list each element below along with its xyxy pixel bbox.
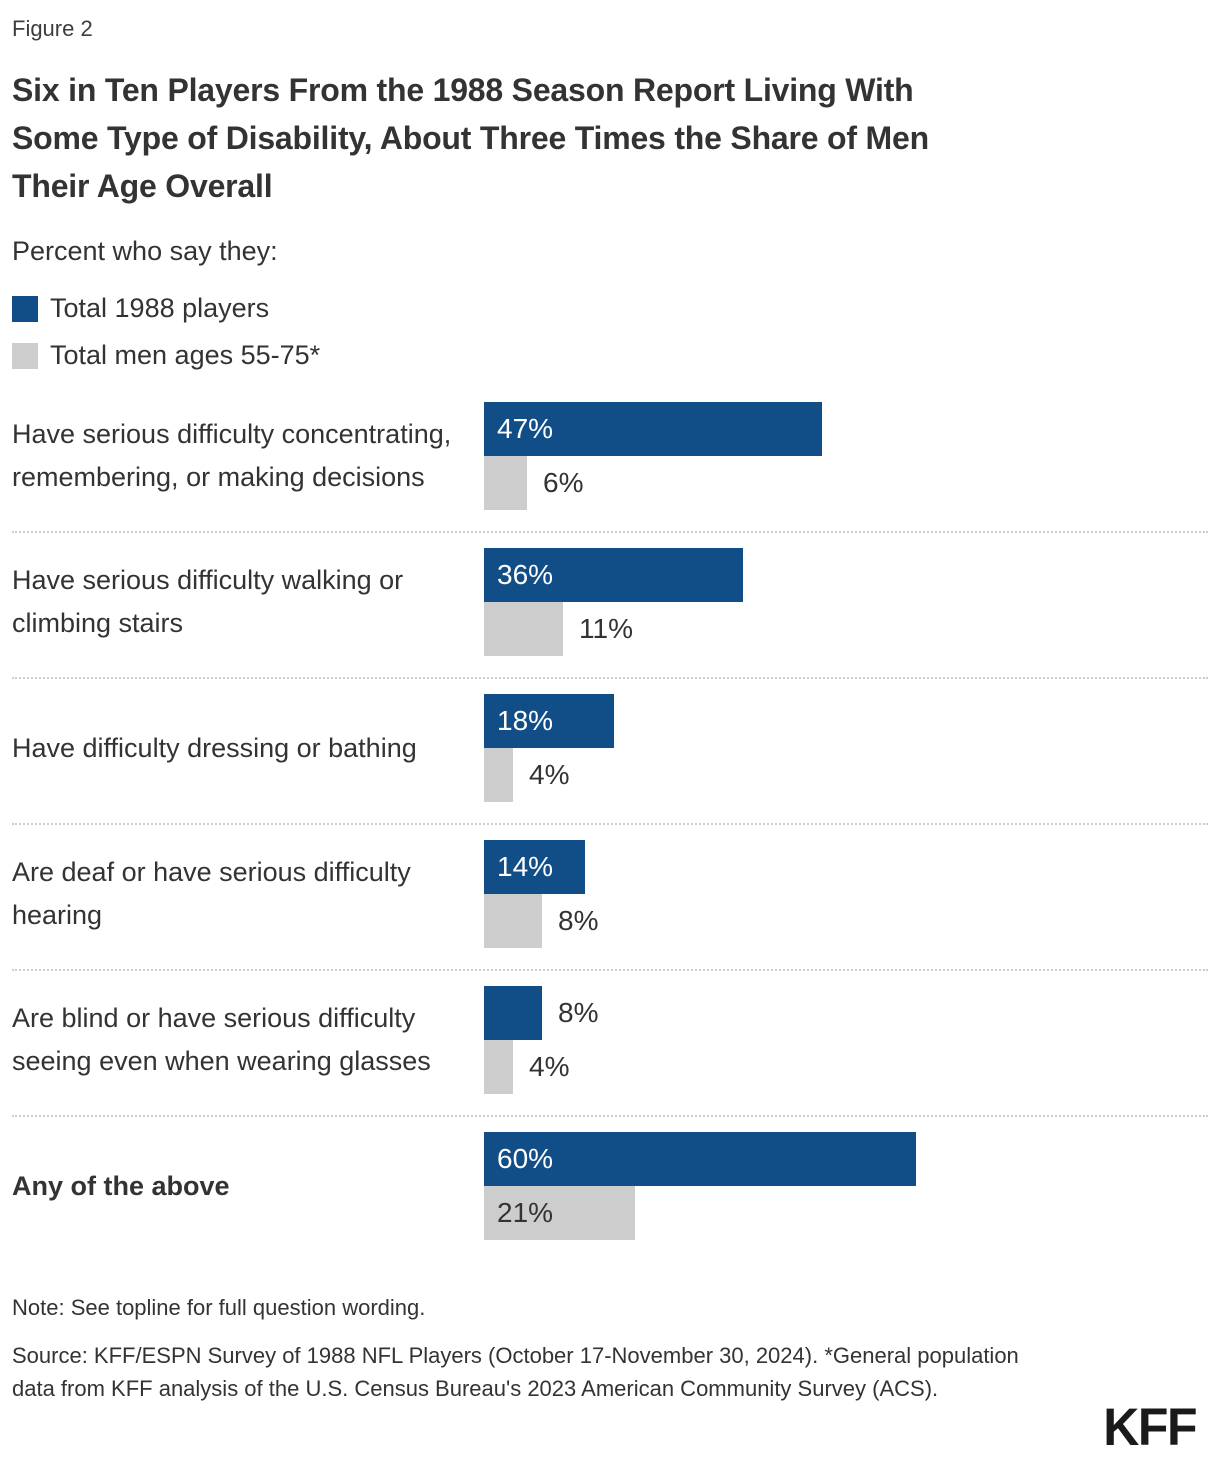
legend-swatch-players [12,295,38,322]
legend-swatch-men [12,342,38,369]
category-label: Have serious difficulty walking or climb… [12,565,404,638]
bar-line-players: 60% [484,1132,1208,1186]
bar-line-players: 8% [484,986,1208,1040]
bar-line-men: 8% [484,894,1208,948]
bar-line-men: 11% [484,602,1208,656]
chart-title-line-2: Some Type of Disability, About Three Tim… [12,120,929,156]
bar-players [484,986,542,1040]
bar-men [484,748,513,802]
bar-men [484,894,542,948]
chart-row: Have serious difficulty walking or climb… [12,533,1208,679]
bar-players [484,402,822,456]
category-label: Are blind or have serious difficulty see… [12,1003,431,1076]
footer-source: Source: KFF/ESPN Survey of 1988 NFL Play… [12,1343,1019,1401]
category-label: Are deaf or have serious difficulty hear… [12,857,411,930]
bar-men [484,602,563,656]
bar-value-men: 8% [558,905,599,936]
bar-line-men: 6% [484,456,1208,510]
bar-value-players: 36% [497,559,554,590]
chart-subtitle: Percent who say they: [12,236,278,266]
footer: Note: See topline for full question word… [12,1291,1208,1405]
bar-value-players: 60% [497,1143,554,1174]
bar-value-men: 6% [543,467,584,498]
bar-line-players: 36% [484,548,1208,602]
kff-logo: KFF [1103,1397,1197,1457]
legend: Total 1988 players Total men ages 55-75* [12,293,1208,371]
bar-value-players: 14% [497,851,554,882]
bar-players [484,840,585,894]
category-bars: 60% 21% [484,1132,1208,1240]
category-bars: 36% 11% [484,548,1208,656]
category-bars: 14% 8% [484,840,1208,948]
category-bars: 47% 6% [484,402,1208,510]
legend-label-men: Total men ages 55-75* [50,340,321,370]
chart-row: Have serious difficulty concentrating, r… [12,387,1208,533]
chart-title-line-3: Their Age Overall [12,168,273,204]
category-label: Any of the above [12,1170,230,1201]
bar-line-men: 4% [484,748,1208,802]
bar-players [484,694,614,748]
bar-chart: Have serious difficulty concentrating, r… [12,387,1208,1261]
chart-row: Are deaf or have serious difficulty hear… [12,825,1208,971]
bar-men [484,1186,635,1240]
footer-note: Note: See topline for full question word… [12,1295,426,1320]
category-label: Have serious difficulty concentrating, r… [12,419,452,492]
bar-players [484,548,743,602]
bar-value-men: 4% [529,759,570,790]
bar-line-players: 18% [484,694,1208,748]
bar-players [484,1132,916,1186]
bar-value-players: 18% [497,705,554,736]
chart-title-line-1: Six in Ten Players From the 1988 Season … [12,72,914,108]
chart-row: Any of the above 60% 21% [12,1117,1208,1261]
bar-value-players: 8% [558,997,599,1028]
bar-line-men: 21% [484,1186,1208,1240]
bar-value-players: 47% [497,413,554,444]
chart-title: Six in Ten Players From the 1988 Season … [12,66,1208,210]
category-bars: 8% 4% [484,986,1208,1094]
legend-item-players: Total 1988 players [12,293,1208,324]
bar-line-players: 14% [484,840,1208,894]
bar-men [484,456,527,510]
category-label: Have difficulty dressing or bathing [12,732,417,763]
chart-row: Are blind or have serious difficulty see… [12,971,1208,1117]
bar-value-men: 11% [579,613,633,644]
figure-label: Figure 2 [12,16,93,41]
legend-item-men: Total men ages 55-75* [12,340,1208,371]
bar-value-men: 21% [497,1197,554,1228]
legend-label-players: Total 1988 players [50,293,270,323]
bar-value-men: 4% [529,1051,570,1082]
chart-row: Have difficulty dressing or bathing 18% … [12,679,1208,825]
bar-line-players: 47% [484,402,1208,456]
bar-line-men: 4% [484,1040,1208,1094]
category-bars: 18% 4% [484,694,1208,802]
bar-men [484,1040,513,1094]
